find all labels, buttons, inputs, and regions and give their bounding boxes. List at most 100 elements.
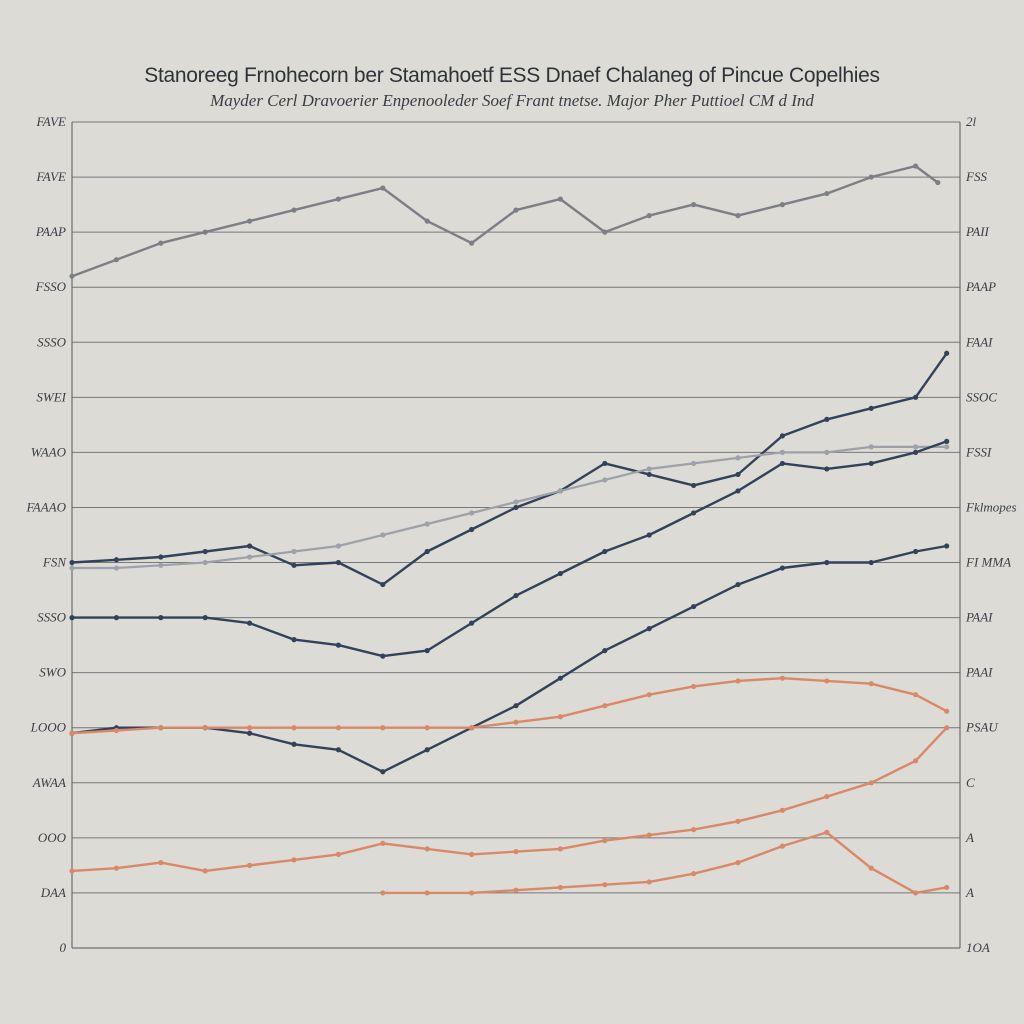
data-point-silver-rising — [69, 565, 75, 571]
data-point-navy-upper — [202, 548, 208, 555]
data-point-silver-rising — [944, 444, 950, 450]
data-point-navy-upper — [113, 557, 119, 563]
data-point-gray-upper — [69, 273, 75, 279]
y-tick-label-left: FSSO — [35, 279, 67, 294]
data-point-navy-lower — [424, 747, 430, 753]
y-tick-label-right: 2l — [966, 114, 977, 129]
data-point-salmon-flat — [779, 843, 786, 849]
y-tick-label-right: FSS — [965, 169, 987, 184]
y-tick-label-left: SWO — [39, 665, 66, 680]
data-point-navy-lower — [513, 703, 519, 709]
y-tick-label-left: SSSO — [37, 334, 67, 349]
data-point-navy-upper — [335, 559, 341, 566]
series-line-salmon-flat — [381, 831, 948, 895]
data-point-salmon-upper — [735, 678, 741, 684]
data-point-navy-upper — [513, 504, 519, 511]
data-point-salmon-upper — [513, 719, 519, 725]
chart-subtitle: Mayder Cerl Dravoerier Enpenooleder Soef… — [210, 91, 814, 110]
data-point-navy-mid — [646, 532, 652, 538]
y-tick-label-left: DAA — [40, 885, 66, 900]
y-tick-label-right: FSSI — [965, 444, 992, 459]
y-tick-label-right: SSOC — [966, 389, 997, 404]
data-point-navy-upper — [735, 471, 741, 478]
series-line-navy-lower — [70, 544, 948, 773]
data-point-salmon-flat — [646, 879, 652, 885]
data-point-salmon-upper — [335, 725, 341, 731]
data-point-salmon-flat — [469, 890, 475, 896]
chart-title: Stanoreeg Frnohecorn ber Stamahoetf ESS … — [144, 64, 880, 87]
data-point-navy-lower — [944, 543, 950, 549]
data-point-silver-rising — [113, 565, 119, 571]
data-point-navy-mid — [779, 460, 786, 467]
y-tick-label-left: FAAAO — [26, 499, 67, 514]
data-point-salmon-lower — [291, 857, 297, 863]
data-point-navy-mid — [158, 615, 164, 621]
data-point-salmon-upper — [469, 725, 475, 731]
data-point-salmon-lower — [113, 865, 119, 871]
data-point-navy-lower — [557, 675, 564, 681]
data-point-salmon-lower — [69, 868, 75, 874]
data-point-salmon-lower — [824, 793, 830, 800]
data-point-salmon-upper — [824, 678, 830, 684]
series-line-salmon-lower — [70, 726, 948, 873]
y-tick-label-left: AWAA — [32, 775, 66, 790]
data-point-salmon-flat — [824, 829, 830, 835]
y-tick-label-left: FAVE — [36, 169, 66, 184]
data-point-salmon-lower — [202, 868, 208, 874]
data-point-navy-mid — [913, 449, 919, 455]
data-point-silver-rising — [868, 444, 874, 450]
data-point-navy-lower — [691, 603, 697, 610]
data-point-salmon-lower — [602, 838, 608, 844]
data-point-silver-rising — [335, 543, 341, 549]
data-point-navy-lower — [380, 769, 386, 775]
data-point-navy-upper — [247, 543, 253, 549]
data-point-silver-rising — [735, 455, 741, 461]
data-point-navy-mid — [513, 592, 519, 599]
y-tick-label-left: FAVE — [36, 114, 66, 129]
y-tick-label-left: 0 — [60, 940, 67, 955]
data-point-silver-rising — [424, 521, 430, 527]
data-point-salmon-lower — [735, 818, 741, 824]
data-point-navy-mid — [469, 620, 475, 626]
data-point-gray-upper — [735, 213, 741, 219]
series-line-salmon-upper — [70, 677, 948, 735]
data-point-salmon-lower — [779, 807, 786, 813]
data-point-navy-upper — [469, 526, 475, 533]
y-tick-label-right: C — [966, 775, 975, 790]
data-point-salmon-upper — [646, 692, 652, 698]
data-point-navy-mid — [380, 653, 386, 659]
data-point-gray-upper — [935, 179, 941, 186]
data-point-salmon-flat — [735, 860, 741, 866]
data-point-navy-upper — [380, 581, 386, 588]
data-point-silver-rising — [513, 499, 519, 505]
data-point-silver-rising — [247, 554, 253, 560]
data-point-gray-upper — [602, 229, 608, 235]
y-tick-label-left: SWEI — [36, 389, 66, 404]
data-point-gray-upper — [691, 202, 697, 208]
data-point-silver-rising — [469, 510, 475, 516]
data-point-gray-upper — [646, 213, 652, 219]
data-point-salmon-upper — [380, 725, 386, 731]
data-point-salmon-flat — [513, 887, 519, 893]
data-point-navy-lower — [824, 559, 830, 566]
data-point-salmon-lower — [868, 780, 874, 786]
data-point-salmon-lower — [913, 758, 919, 764]
data-point-salmon-lower — [158, 860, 164, 866]
data-point-salmon-upper — [424, 725, 430, 731]
data-point-gray-upper — [824, 190, 830, 197]
y-tick-label-left: OOO — [38, 830, 67, 845]
data-point-navy-lower — [247, 730, 253, 736]
y-tick-label-left: LOOO — [30, 720, 67, 735]
data-point-silver-rising — [380, 532, 386, 538]
data-point-salmon-upper — [691, 683, 697, 690]
data-point-navy-lower — [779, 565, 786, 571]
data-point-salmon-upper — [944, 708, 950, 714]
data-point-gray-upper — [158, 240, 164, 246]
data-point-navy-mid — [291, 637, 297, 643]
data-point-navy-upper — [944, 350, 950, 356]
data-point-salmon-lower — [944, 725, 950, 731]
data-point-navy-upper — [691, 482, 697, 489]
y-tick-label-left: FSN — [42, 555, 67, 570]
data-point-silver-rising — [602, 477, 608, 483]
